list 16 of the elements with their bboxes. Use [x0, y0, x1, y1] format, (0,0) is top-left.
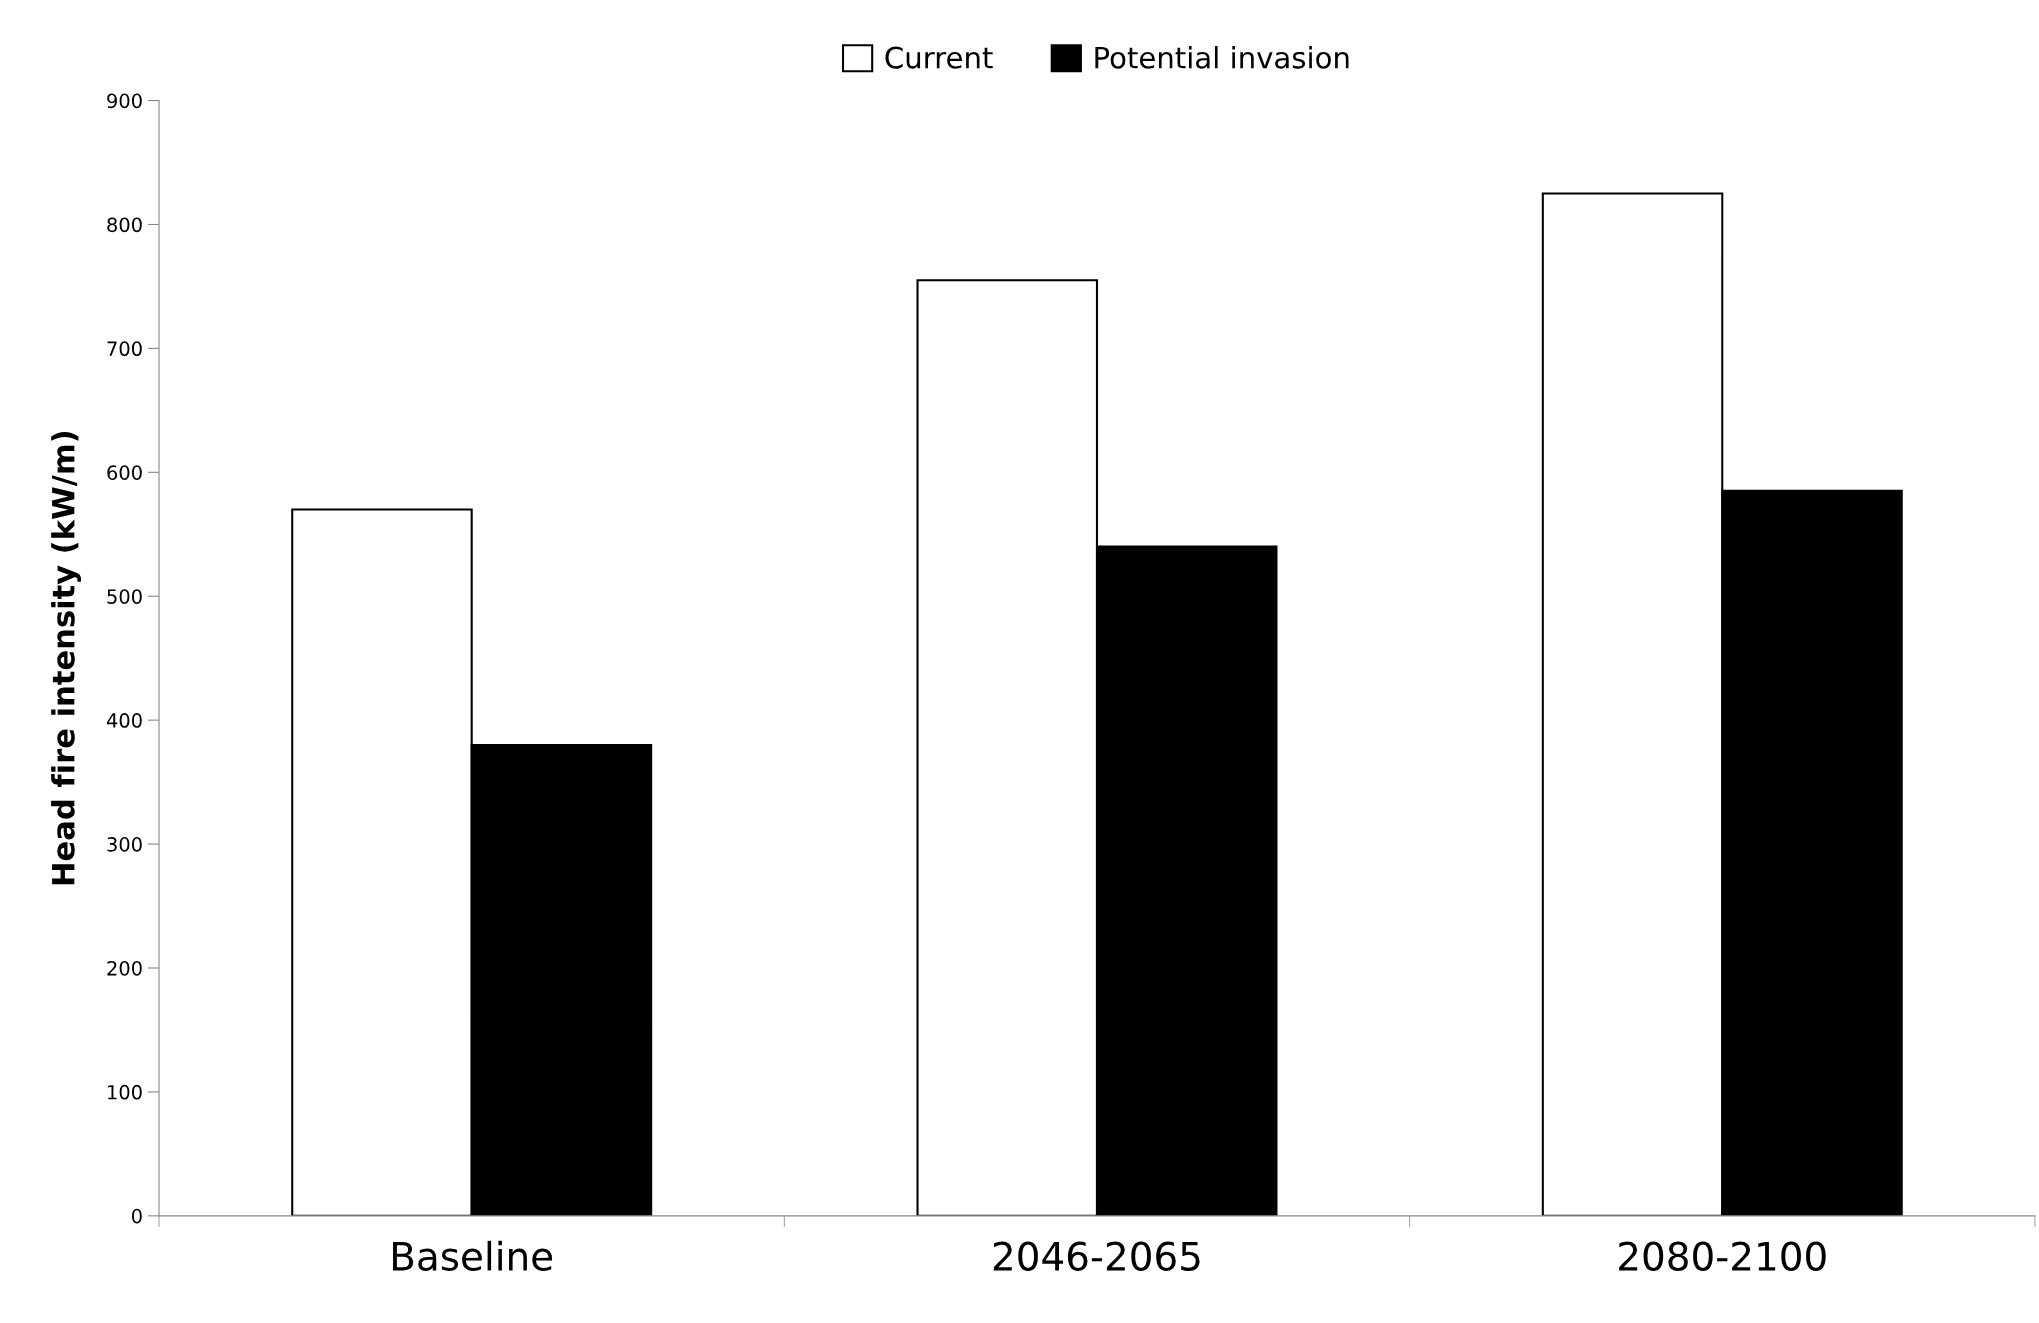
y-tick-label: 500 — [107, 589, 142, 604]
y-tick-label: 100 — [108, 1084, 142, 1100]
y-tick-label: 600 — [107, 465, 142, 480]
y-tick-label: 0 — [131, 1208, 142, 1224]
legend-label: Potential invasion — [1095, 46, 1349, 69]
x-tick-label: 2046-2065 — [993, 1241, 1200, 1271]
y-tick-label: 400 — [106, 713, 142, 728]
y-tick-label: 900 — [107, 93, 142, 109]
y-tick-label: 800 — [107, 217, 142, 233]
y-tick-label: 200 — [107, 960, 142, 976]
y-axis-title: Head fire intensity (kW/m) — [51, 431, 81, 885]
x-tick-label: 2080-2100 — [1619, 1241, 1826, 1271]
x-tick-label: Baseline — [393, 1240, 553, 1271]
y-tick-label: 300 — [107, 837, 142, 852]
legend-label: Current — [885, 46, 993, 69]
y-tick-label: 700 — [107, 341, 142, 357]
